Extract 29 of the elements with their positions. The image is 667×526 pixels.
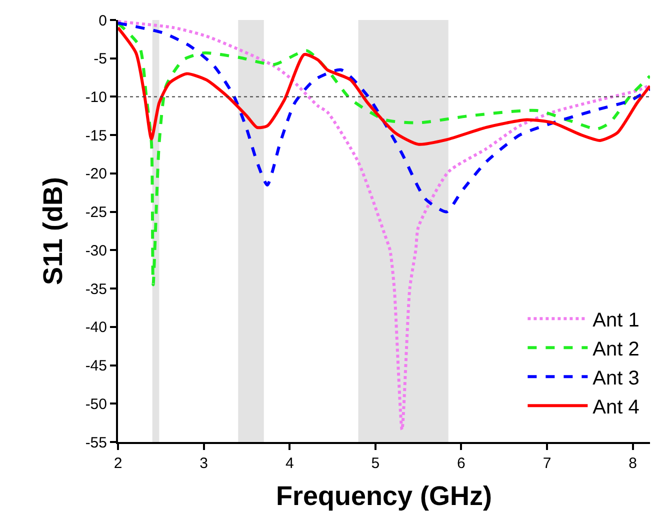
y-tick-label: -55 <box>85 434 107 452</box>
line-series <box>118 22 650 214</box>
y-tick-label: -10 <box>85 88 107 106</box>
x-tick-label: 6 <box>457 455 466 472</box>
legend-label: Ant 1 <box>592 309 640 332</box>
y-tick-label: -40 <box>85 319 107 336</box>
legend-label: Ant 4 <box>592 396 640 418</box>
line-series <box>118 22 650 286</box>
x-tick-label: 8 <box>628 455 638 472</box>
y-tick-label: -5 <box>94 50 107 68</box>
x-tick-label: 3 <box>200 455 208 472</box>
y-tick-label: -30 <box>85 242 107 260</box>
y-tick-label: -50 <box>85 396 107 413</box>
y-axis-title: S11 (dB) <box>38 176 68 286</box>
y-tick-label: 0 <box>98 12 107 30</box>
x-tick-label: 5 <box>371 455 380 472</box>
x-tick-label: 2 <box>114 455 122 472</box>
legend-label: Ant 2 <box>592 338 640 360</box>
legend-label: Ant 3 <box>592 367 640 390</box>
x-tick-label: 4 <box>285 455 294 472</box>
y-tick-label: -45 <box>85 358 107 375</box>
y-tick-label: -15 <box>85 127 107 144</box>
y-tick-label: -20 <box>85 166 107 183</box>
y-tick-label: -25 <box>85 204 107 222</box>
x-tick-label: 7 <box>542 455 552 472</box>
y-tick-label: -35 <box>85 280 107 298</box>
line-series <box>118 26 650 146</box>
x-axis-title: Frequency (GHz) <box>276 480 492 511</box>
line-series <box>118 20 650 432</box>
